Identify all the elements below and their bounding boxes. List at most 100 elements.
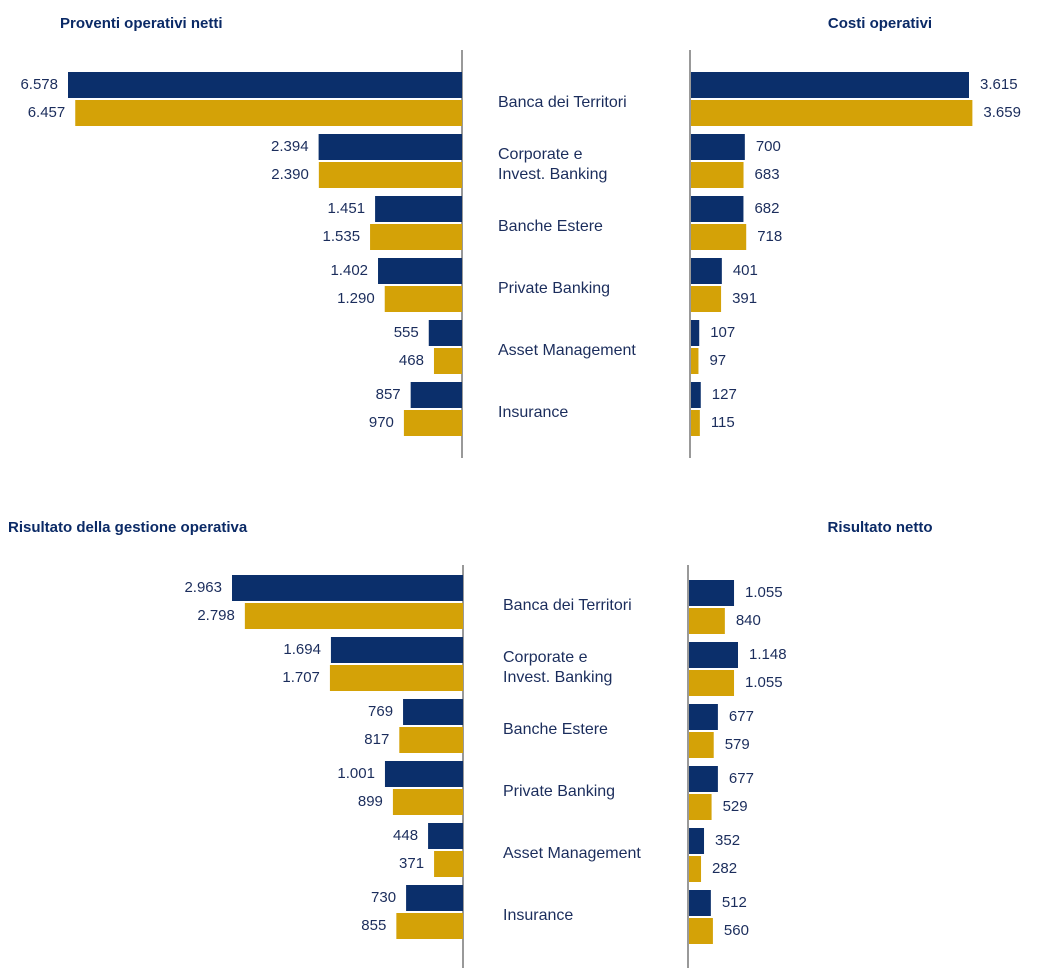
bar — [399, 727, 463, 753]
value-label: 107 — [710, 324, 735, 341]
bar — [428, 320, 462, 346]
value-label: 1.694 — [283, 641, 321, 658]
bar — [689, 580, 735, 606]
value-label: 857 — [376, 386, 401, 403]
bar — [691, 134, 745, 160]
bar — [75, 100, 462, 126]
category-label: Insurance — [498, 404, 569, 421]
bar — [689, 608, 725, 634]
bar — [691, 286, 722, 312]
value-label: 401 — [733, 262, 758, 279]
value-label: 2.390 — [271, 166, 309, 183]
value-label: 3.659 — [983, 104, 1021, 121]
value-label: 1.707 — [282, 669, 320, 686]
chart-title: Costi operativi — [828, 15, 932, 32]
bar — [318, 162, 462, 188]
value-label: 730 — [371, 889, 396, 906]
value-label: 3.615 — [980, 76, 1018, 93]
bar — [318, 134, 462, 160]
bar — [691, 410, 700, 436]
bar — [691, 348, 699, 374]
value-label: 127 — [712, 386, 737, 403]
value-label: 352 — [715, 832, 740, 849]
bar — [403, 699, 463, 725]
value-label: 468 — [399, 352, 424, 369]
bar — [689, 856, 702, 882]
value-label: 555 — [394, 324, 419, 341]
value-label: 2.798 — [197, 607, 235, 624]
value-label: 1.055 — [745, 674, 783, 691]
bar — [434, 851, 463, 877]
value-label: 391 — [732, 290, 757, 307]
value-label: 855 — [361, 917, 386, 934]
value-label: 1.290 — [337, 290, 375, 307]
category-label: Corporate e Invest. Banking — [498, 146, 608, 183]
value-label: 1.451 — [328, 200, 366, 217]
bar — [370, 224, 462, 250]
value-label: 682 — [754, 200, 779, 217]
value-label: 282 — [712, 860, 737, 877]
bar — [689, 704, 718, 730]
value-label: 677 — [729, 708, 754, 725]
bar — [244, 603, 463, 629]
bar — [378, 258, 462, 284]
bar — [384, 286, 462, 312]
bar — [691, 320, 700, 346]
category-label: Banca dei Territori — [498, 94, 627, 111]
category-label: Insurance — [503, 907, 574, 924]
bar — [428, 823, 463, 849]
value-label: 899 — [358, 793, 383, 810]
bar — [689, 918, 713, 944]
bar — [406, 885, 463, 911]
category-label: Private Banking — [503, 783, 616, 800]
value-label: 115 — [711, 414, 735, 431]
bar — [375, 196, 462, 222]
bar — [691, 196, 744, 222]
bar — [689, 642, 738, 668]
category-label: Banche Estere — [498, 218, 603, 235]
value-label: 448 — [393, 827, 418, 844]
category-label: Banca dei Territori — [503, 597, 632, 614]
value-label: 700 — [756, 138, 781, 155]
value-label: 6.578 — [20, 76, 58, 93]
bar — [689, 890, 711, 916]
value-label: 6.457 — [28, 104, 66, 121]
value-label: 371 — [399, 855, 424, 872]
bar — [410, 382, 462, 408]
value-label: 579 — [725, 736, 750, 753]
value-label: 718 — [757, 228, 782, 245]
value-label: 2.963 — [184, 579, 222, 596]
bar — [691, 382, 701, 408]
value-label: 769 — [368, 703, 393, 720]
category-label: Asset Management — [498, 342, 636, 359]
value-label: 677 — [729, 770, 754, 787]
value-label: 560 — [724, 922, 749, 939]
value-label: 512 — [722, 894, 747, 911]
bar — [689, 766, 718, 792]
bar — [691, 224, 747, 250]
category-label: Banche Estere — [503, 721, 608, 738]
chart-title: Proventi operativi netti — [60, 15, 223, 32]
bar — [392, 789, 463, 815]
bar — [68, 72, 462, 98]
bar — [330, 637, 463, 663]
value-label: 1.001 — [337, 765, 375, 782]
category-label: Asset Management — [503, 845, 641, 862]
value-label: 97 — [709, 352, 726, 369]
value-label: 840 — [736, 612, 761, 629]
value-label: 1.055 — [745, 584, 783, 601]
bar — [691, 100, 973, 126]
value-label: 970 — [369, 414, 394, 431]
value-label: 2.394 — [271, 138, 309, 155]
value-label: 683 — [755, 166, 780, 183]
value-label: 1.148 — [749, 646, 787, 663]
chart-title: Risultato netto — [828, 519, 933, 536]
category-label: Corporate e Invest. Banking — [503, 649, 613, 686]
bar — [689, 794, 712, 820]
bar — [232, 575, 463, 601]
bar — [691, 72, 969, 98]
bar — [691, 162, 744, 188]
bar — [433, 348, 462, 374]
